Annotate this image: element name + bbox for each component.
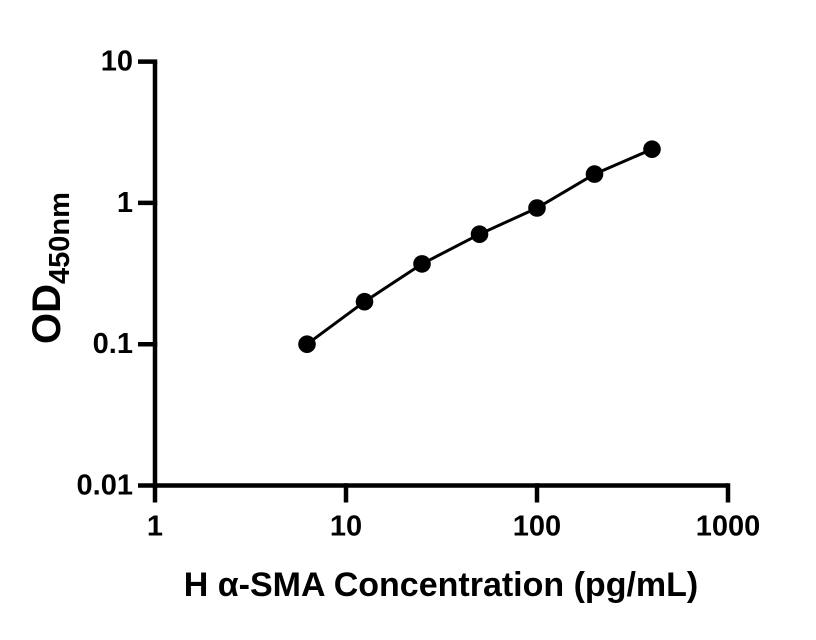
data-point-marker: [585, 165, 604, 183]
x-axis-tick-label: 10: [330, 511, 362, 543]
y-axis-tick-label: 1: [117, 187, 133, 219]
x-axis-tick-label: 100: [513, 511, 561, 543]
y-axis-tick-label: 0.01: [77, 470, 133, 502]
x-axis-tick-label: 1000: [696, 511, 761, 543]
data-point-marker: [298, 335, 316, 354]
y-axis-title: OD450nm: [25, 192, 76, 344]
y-axis-tick-label: 10: [101, 46, 133, 78]
data-point-marker: [355, 292, 374, 311]
data-point-marker: [470, 225, 489, 243]
data-point-marker: [528, 199, 546, 217]
data-point-marker: [643, 140, 661, 158]
data-point-marker: [413, 255, 431, 273]
y-axis-title-main: OD: [25, 284, 69, 344]
data-series-layer: [298, 140, 661, 354]
axis-spine: [152, 61, 728, 488]
y-axis-title-subscript: 450nm: [44, 192, 76, 284]
x-axis-title: H α-SMA Concentration (pg/mL): [184, 566, 698, 604]
axes-layer: 10 1 0.1 0.01 1 10 100 1000: [77, 46, 761, 543]
y-axis-tick-label: 0.1: [93, 328, 133, 360]
x-axis-tick-label: 1: [147, 511, 163, 543]
